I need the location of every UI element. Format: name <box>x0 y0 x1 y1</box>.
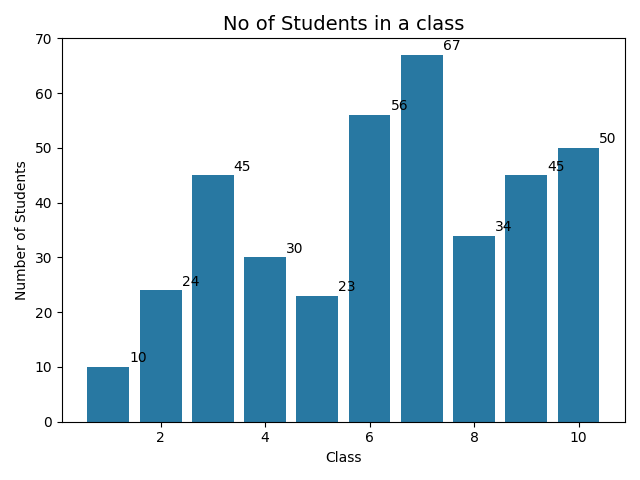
Text: 23: 23 <box>338 280 356 294</box>
Y-axis label: Number of Students: Number of Students <box>15 160 29 300</box>
Bar <box>140 290 182 422</box>
Text: 24: 24 <box>182 275 199 288</box>
Text: 45: 45 <box>234 160 252 174</box>
Text: 10: 10 <box>129 351 147 365</box>
Text: 45: 45 <box>547 160 564 174</box>
Text: 30: 30 <box>286 242 303 256</box>
X-axis label: Class: Class <box>325 451 362 465</box>
Text: 34: 34 <box>495 220 513 234</box>
Text: 67: 67 <box>443 39 460 53</box>
Bar <box>557 148 600 422</box>
Bar <box>296 296 338 422</box>
Bar <box>192 175 234 422</box>
Bar <box>453 236 495 422</box>
Bar <box>88 367 129 422</box>
Title: No of Students in a class: No of Students in a class <box>223 15 464 34</box>
Text: 50: 50 <box>600 132 617 146</box>
Text: 56: 56 <box>390 99 408 113</box>
Bar <box>349 115 390 422</box>
Bar <box>506 175 547 422</box>
Bar <box>244 257 286 422</box>
Bar <box>401 55 443 422</box>
